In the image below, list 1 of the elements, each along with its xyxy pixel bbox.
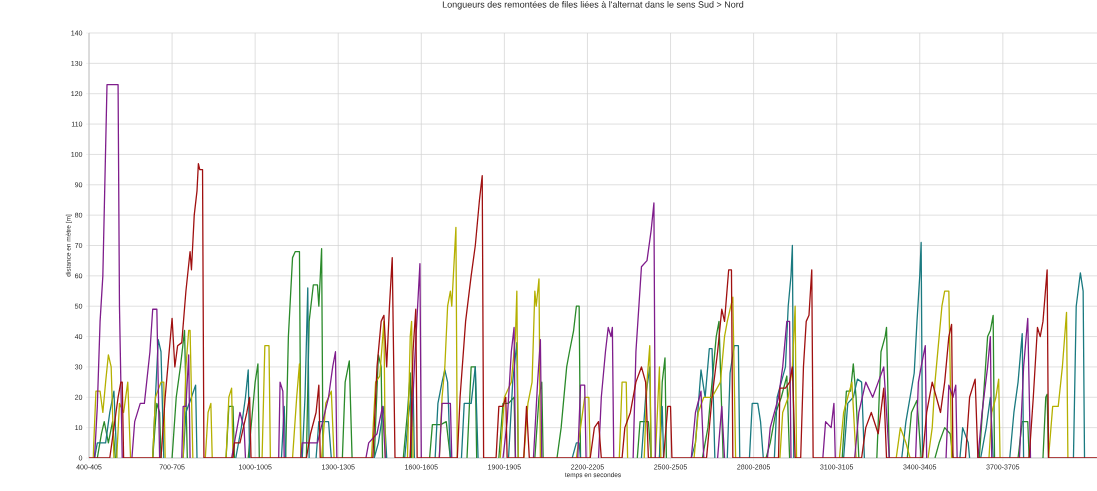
chart-title: Longueurs des remontées de files liées à l'alternat dans le sens Sud > Nord [442, 0, 744, 10]
